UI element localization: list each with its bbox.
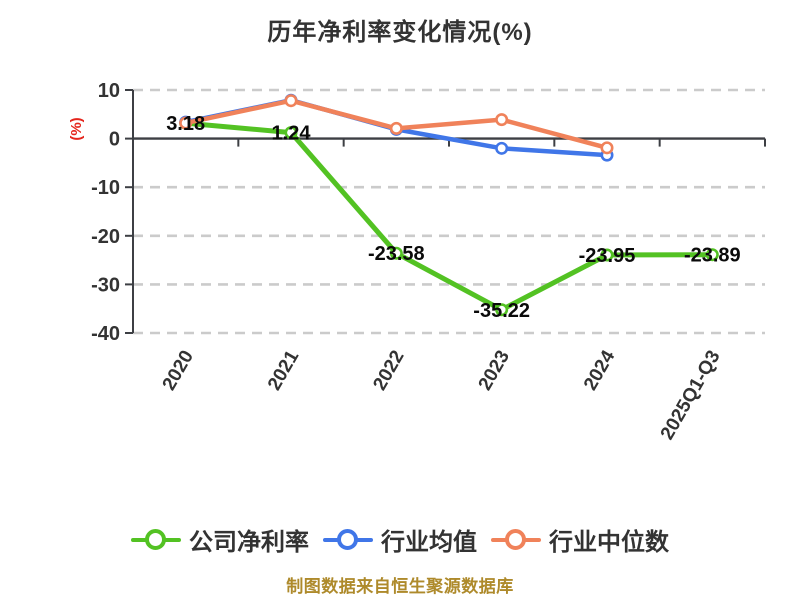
data-point — [284, 94, 298, 108]
legend-item-industry-median[interactable]: 行业中位数 — [491, 522, 669, 557]
data-source-caption: 制图数据来自恒生聚源数据库 — [286, 577, 514, 596]
x-axis-tick-label: 2024 — [580, 347, 620, 394]
chart-title: 历年净利率变化情况(%) — [267, 19, 533, 46]
data-point — [179, 116, 193, 130]
y-axis-tick-label: 0 — [109, 129, 120, 151]
y-axis-tick-label: -30 — [91, 274, 120, 296]
data-point — [495, 141, 509, 155]
legend-marker-orange-icon — [491, 527, 541, 553]
x-axis-tick-label: 2020 — [159, 347, 198, 394]
data-point — [600, 141, 614, 155]
data-point — [284, 126, 298, 140]
x-axis-tick-label: 2021 — [264, 347, 304, 394]
data-point-value-label: -23.95 — [579, 245, 636, 267]
legend-label-industry-median: 行业中位数 — [549, 529, 669, 556]
data-point-value-label: -23.89 — [684, 245, 741, 267]
y-axis-tick-label: -40 — [91, 323, 120, 345]
legend-item-company-net-margin[interactable]: 公司净利率 — [131, 522, 309, 557]
data-point-value-label: 1.24 — [272, 123, 312, 145]
legend: 公司净利率 行业均值 行业中位数 — [0, 522, 800, 557]
legend-marker-green-icon — [131, 527, 181, 553]
data-point — [389, 121, 403, 135]
y-axis-tick-label: -20 — [91, 226, 120, 248]
y-axis-tick-label: 10 — [98, 80, 120, 102]
data-point-value-label: 3.18 — [166, 113, 205, 135]
line-chart: 10 0 -10 -20 -30 -40 2020 2021 2022 2023 2024 2025Q… — [91, 80, 766, 443]
y-axis-tick-label: -10 — [91, 177, 120, 199]
legend-marker-blue-icon — [323, 527, 373, 553]
data-point — [389, 246, 403, 260]
x-axis-tick-label: 2025Q1-Q3 — [657, 347, 725, 443]
legend-item-industry-average[interactable]: 行业均值 — [323, 522, 477, 557]
legend-label-company-net-margin: 公司净利率 — [189, 529, 309, 556]
data-point — [600, 248, 614, 262]
x-axis-tick-label: 2022 — [369, 347, 408, 394]
data-point-value-label: -23.58 — [368, 243, 425, 265]
x-axis-tick-label: 2023 — [475, 347, 514, 394]
data-point — [495, 113, 509, 127]
data-point — [705, 248, 719, 262]
legend-label-industry-average: 行业均值 — [381, 529, 477, 556]
data-point-value-label: -35.22 — [473, 300, 530, 322]
data-point — [495, 303, 509, 317]
series-line-company — [183, 120, 715, 313]
